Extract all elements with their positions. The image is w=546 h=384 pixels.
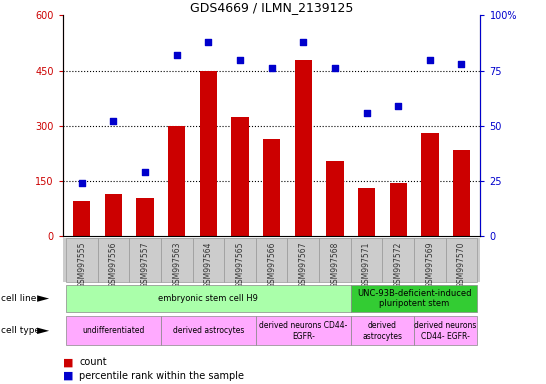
Point [457,61,466,67]
Text: ■: ■ [63,371,73,381]
FancyBboxPatch shape [224,238,256,282]
FancyBboxPatch shape [66,285,351,312]
Text: GSM997566: GSM997566 [267,242,276,288]
Text: GSM997565: GSM997565 [235,242,245,288]
FancyBboxPatch shape [129,238,161,282]
Text: GSM997572: GSM997572 [394,242,403,288]
FancyBboxPatch shape [193,238,224,282]
Bar [421,133,438,236]
Point [362,109,371,116]
Text: GSM997570: GSM997570 [457,242,466,288]
Text: GSM997567: GSM997567 [299,242,308,288]
FancyBboxPatch shape [414,316,477,346]
Text: GSM997571: GSM997571 [362,242,371,288]
FancyBboxPatch shape [161,238,193,282]
Bar [358,188,375,236]
Text: GSM997557: GSM997557 [140,242,150,288]
Bar [295,60,312,236]
Text: GSM997564: GSM997564 [204,242,213,288]
FancyBboxPatch shape [66,316,161,346]
Text: cell line: cell line [1,294,37,303]
FancyBboxPatch shape [351,238,382,282]
Text: count: count [79,358,107,367]
FancyBboxPatch shape [446,238,477,282]
Text: derived
astrocytes: derived astrocytes [363,321,402,341]
FancyBboxPatch shape [256,238,287,282]
Text: derived neurons
CD44- EGFR-: derived neurons CD44- EGFR- [414,321,477,341]
Title: GDS4669 / ILMN_2139125: GDS4669 / ILMN_2139125 [190,1,353,14]
Text: UNC-93B-deficient-induced
pluripotent stem: UNC-93B-deficient-induced pluripotent st… [357,289,471,308]
Text: GSM997556: GSM997556 [109,242,118,288]
Text: cell type: cell type [1,326,40,335]
FancyBboxPatch shape [319,238,351,282]
Text: embryonic stem cell H9: embryonic stem cell H9 [158,294,258,303]
Point [78,180,86,186]
FancyBboxPatch shape [161,316,256,346]
Text: GSM997568: GSM997568 [330,242,340,288]
Bar [73,201,91,236]
Bar [453,150,470,236]
Point [141,169,150,175]
FancyBboxPatch shape [66,238,98,282]
Point [173,52,181,58]
FancyBboxPatch shape [351,316,414,346]
Point [394,103,402,109]
FancyBboxPatch shape [98,238,129,282]
Polygon shape [37,295,49,302]
Point [299,39,307,45]
Text: GSM997555: GSM997555 [78,242,86,288]
FancyBboxPatch shape [382,238,414,282]
FancyBboxPatch shape [256,316,351,346]
Point [425,56,434,63]
Bar [105,194,122,236]
Text: undifferentiated: undifferentiated [82,326,145,335]
Text: percentile rank within the sample: percentile rank within the sample [79,371,244,381]
Polygon shape [37,328,49,334]
Bar [63,238,480,282]
Point [330,65,339,71]
Point [268,65,276,71]
Text: GSM997569: GSM997569 [425,242,435,288]
Point [109,118,118,124]
Text: ■: ■ [63,358,73,367]
Bar [200,71,217,236]
Bar [136,197,154,236]
FancyBboxPatch shape [287,238,319,282]
Text: GSM997563: GSM997563 [172,242,181,288]
Bar [326,161,343,236]
Text: derived astrocytes: derived astrocytes [173,326,244,335]
Bar [168,126,186,236]
Point [236,56,245,63]
Bar [232,117,248,236]
FancyBboxPatch shape [414,238,446,282]
Bar [389,183,407,236]
FancyBboxPatch shape [351,285,477,312]
Point [204,39,213,45]
Text: derived neurons CD44-
EGFR-: derived neurons CD44- EGFR- [259,321,347,341]
Bar [263,139,280,236]
